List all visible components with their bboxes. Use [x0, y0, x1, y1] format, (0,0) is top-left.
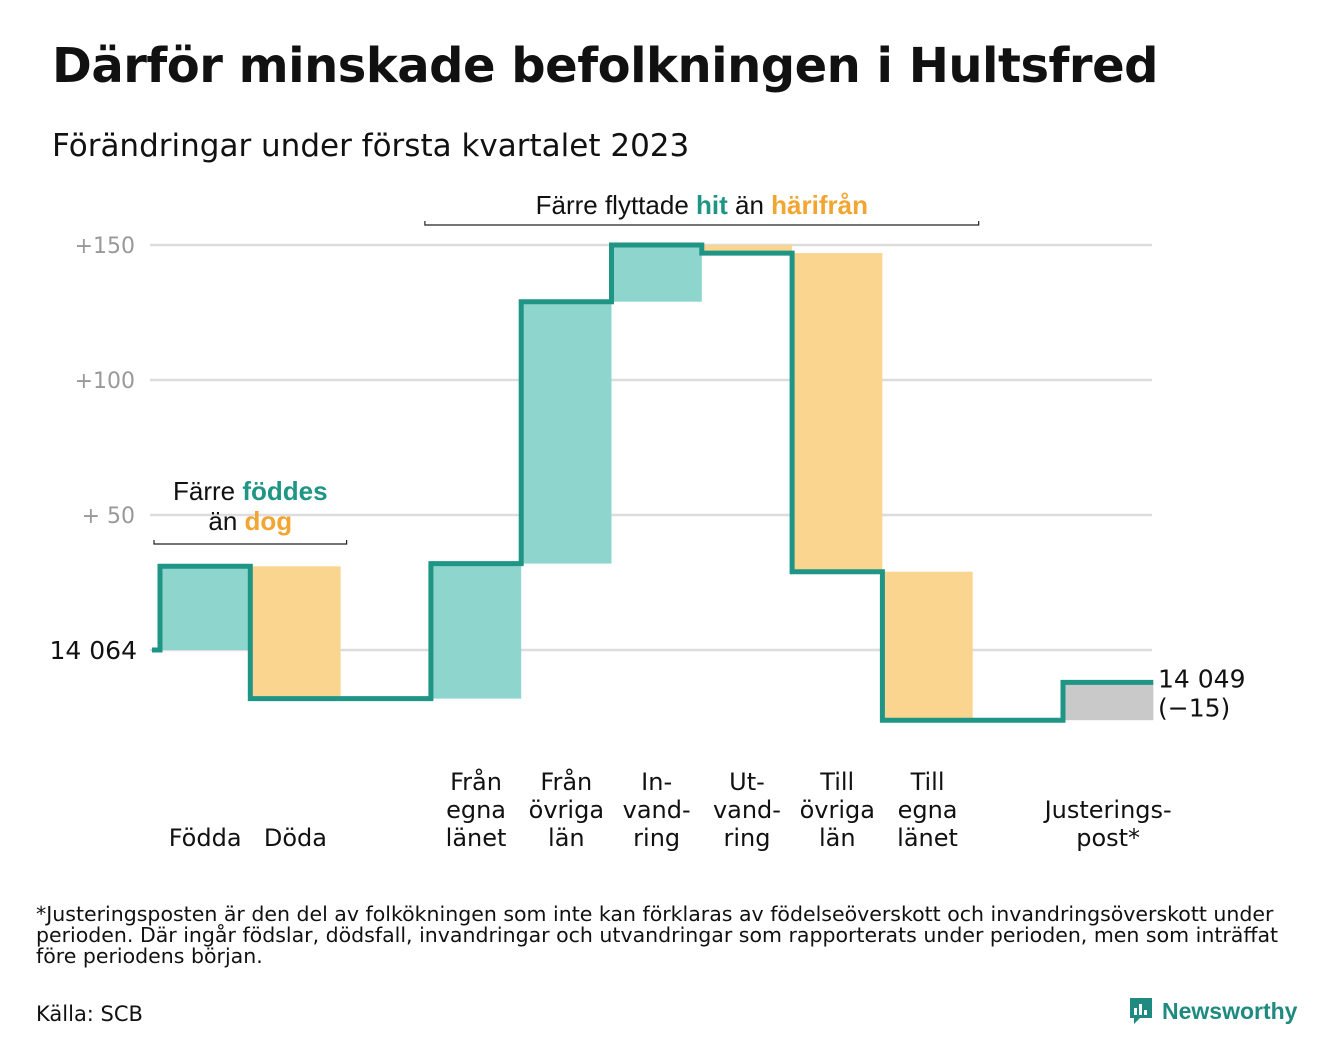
category-label: övriga	[800, 796, 875, 824]
category-label: Födda	[169, 824, 242, 852]
category-label: ring	[633, 824, 680, 852]
annotation-highlight-text: föddes	[242, 476, 327, 506]
waterfall-bar	[611, 245, 702, 302]
start-value-label: 14 064	[50, 636, 137, 665]
category-label: egna	[446, 796, 506, 824]
category-label: vand-	[713, 796, 781, 824]
y-tick-label: +100	[75, 369, 135, 394]
category-label: Justerings-	[1043, 796, 1172, 824]
category-label: Ut-	[729, 768, 765, 796]
annotation-highlight-text: dog	[245, 506, 293, 536]
category-label: vand-	[623, 796, 691, 824]
category-label: län	[548, 824, 585, 852]
chart-bubble-icon	[1130, 998, 1152, 1024]
category-label: länet	[446, 824, 507, 852]
chart-subtitle: Förändringar under första kvartalet 2023	[52, 128, 690, 164]
category-label: övriga	[529, 796, 604, 824]
waterfall-bar	[882, 571, 973, 721]
y-tick-label: + 50	[82, 504, 135, 529]
category-label: In-	[641, 768, 672, 796]
newsworthy-logo: Newsworthy	[1128, 996, 1297, 1026]
category-label: Från	[450, 767, 502, 796]
annotation-highlight-text: härifrån	[771, 190, 868, 220]
category-label: Från	[540, 767, 592, 796]
waterfall-bar	[521, 301, 612, 564]
category-label: länet	[897, 824, 958, 852]
annotation-bracket	[424, 221, 980, 226]
category-label: egna	[898, 796, 958, 824]
category-label: post*	[1076, 824, 1140, 852]
footnote: *Justeringsposten är den del av folkökni…	[36, 902, 1279, 968]
brand-name: Newsworthy	[1162, 997, 1298, 1024]
annotation-plain-text: Färre flyttade	[536, 190, 696, 220]
chart-title: Därför minskade befolkningen i Hultsfred	[52, 38, 1158, 94]
category-label: ring	[723, 824, 770, 852]
waterfall-bar	[160, 566, 251, 650]
waterfall-bar	[701, 245, 793, 254]
category-label: Döda	[264, 824, 327, 852]
annotation-plain-text: Färre	[173, 476, 242, 506]
annotation-text: än dog	[208, 506, 292, 536]
annotation-text: Färre flyttade hit än härifrån	[536, 190, 868, 220]
waterfall-chart: + 50 +100 +150 14 064 14 049(−15) Födda Döda Fr…	[50, 190, 1246, 852]
category-label: län	[819, 824, 856, 852]
end-value-label: 14 049	[1158, 665, 1245, 694]
annotation-bracket	[153, 540, 348, 545]
waterfall-bar	[430, 563, 522, 699]
category-label: Till	[819, 768, 854, 796]
cumulative-step-line	[152, 242, 1154, 723]
annotation-text: Färre föddes	[173, 476, 328, 506]
annotation-plain-text: än	[208, 506, 244, 536]
waterfall-bar	[1063, 682, 1154, 721]
category-label: Till	[910, 768, 945, 796]
waterfall-bar	[792, 253, 883, 572]
waterfall-bar	[250, 566, 341, 699]
end-change-label: (−15)	[1158, 694, 1230, 723]
source-note: Källa: SCB	[36, 1002, 143, 1026]
y-tick-label: +150	[75, 234, 135, 259]
annotation-highlight-text: hit	[696, 190, 728, 220]
annotation-plain-text: än	[728, 190, 771, 220]
